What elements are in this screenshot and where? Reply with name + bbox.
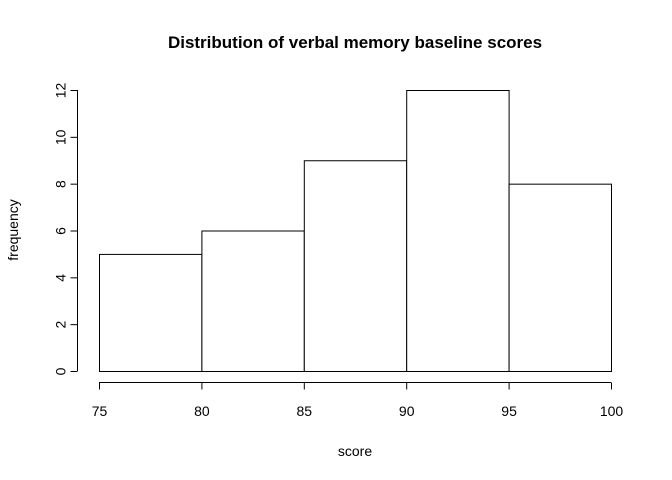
bar-95-100 <box>508 183 613 372</box>
y-tick-label: 4 <box>53 274 69 282</box>
x-axis: 75 80 85 90 95 100 <box>92 382 624 419</box>
y-tick-label: 0 <box>53 367 69 375</box>
chart-title: Distribution of verbal memory baseline s… <box>168 33 542 52</box>
x-tick-label: 100 <box>600 403 624 419</box>
bar-85-90 <box>303 160 408 372</box>
x-tick-label: 90 <box>399 403 415 419</box>
y-axis-label: frequency <box>5 199 21 260</box>
x-tick-label: 95 <box>501 403 517 419</box>
x-axis-label: score <box>338 443 372 459</box>
x-tick-label: 75 <box>92 403 108 419</box>
x-tick-label: 80 <box>194 403 210 419</box>
y-tick-label: 6 <box>53 227 69 235</box>
bars-group <box>99 90 613 373</box>
x-tick-label: 85 <box>297 403 313 419</box>
bar-75-80 <box>99 253 203 373</box>
y-tick-label: 2 <box>53 321 69 329</box>
y-tick-label: 10 <box>53 129 69 145</box>
bar-90-95 <box>406 90 510 372</box>
y-tick-label: 12 <box>53 83 69 99</box>
y-tick-label: 8 <box>53 180 69 188</box>
y-axis: 0 2 4 6 8 10 12 <box>53 83 78 375</box>
bar-80-85 <box>201 230 305 372</box>
